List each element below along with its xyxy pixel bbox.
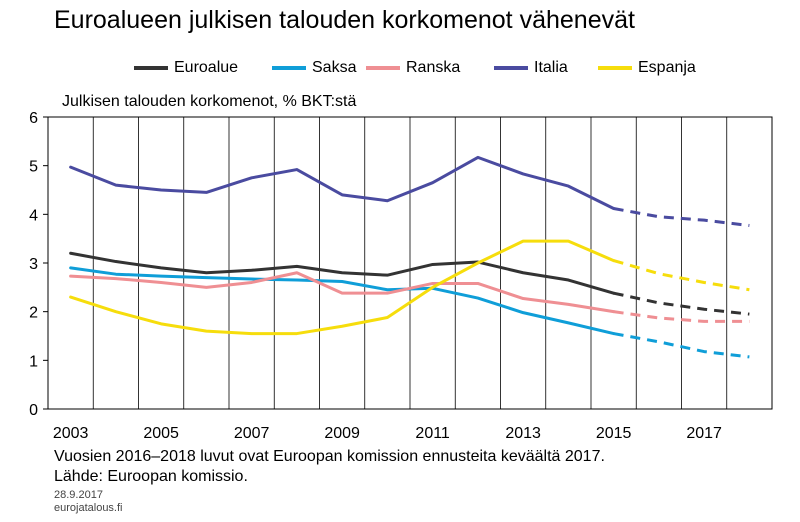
series-line-euroalue [69,251,616,295]
x-tick-label: 2013 [505,425,541,442]
legend-label-italia: Italia [534,59,568,76]
source-note: Lähde: Euroopan komissio. [54,468,248,485]
y-tick-label: 0 [29,402,38,419]
series-line-espanja [69,239,616,336]
series-forecast-italia [613,207,750,228]
y-tick-label: 3 [29,256,38,273]
legend-swatch-espanja [598,66,632,70]
y-tick-label: 5 [29,159,38,176]
x-tick-label: 2009 [324,425,360,442]
x-tick-label: 2011 [415,425,450,442]
legend-item-ranska: Ranska [366,56,460,80]
forecast-note: Vuosien 2016–2018 luvut ovat Euroopan ko… [54,448,605,465]
legend-swatch-saksa [272,66,306,70]
y-tick-label: 4 [29,207,38,224]
legend-swatch-euroalue [134,66,168,70]
y-tick-label: 2 [29,305,38,322]
legend: Euroalue Saksa Ranska Italia Espanja [0,56,800,80]
series-line-ranska [69,271,616,314]
legend-swatch-italia [494,66,528,70]
series-forecast-ranska [613,310,750,323]
y-tick-label: 1 [29,353,38,370]
series-forecast-saksa [613,332,750,359]
series-line-saksa [69,266,616,336]
legend-label-espanja: Espanja [638,59,696,76]
series-forecast-euroalue [613,291,750,316]
x-tick-label: 2003 [53,425,89,442]
legend-item-euroalue: Euroalue [134,56,238,80]
series-forecast-espanja [613,259,750,292]
legend-item-saksa: Saksa [272,56,356,80]
x-tick-label: 2017 [686,425,722,442]
x-tick-label: 2005 [143,425,179,442]
x-tick-label: 2015 [596,425,632,442]
y-axis-label: Julkisen talouden korkomenot, % BKT:stä [62,93,357,110]
legend-swatch-ranska [366,66,400,70]
series-line-italia [69,155,616,210]
legend-label-ranska: Ranska [406,59,461,76]
legend-label-euroalue: Euroalue [174,59,239,76]
site-name: eurojatalous.fi [54,502,123,514]
publication-date: 28.9.2017 [54,489,103,501]
chart-title: Euroalueen julkisen talouden korkomenot … [54,6,635,34]
legend-item-italia: Italia [494,56,568,80]
legend-item-espanja: Espanja [598,56,696,80]
y-tick-label: 6 [29,110,38,127]
x-tick-label: 2007 [234,425,270,442]
legend-label-saksa: Saksa [312,59,357,76]
